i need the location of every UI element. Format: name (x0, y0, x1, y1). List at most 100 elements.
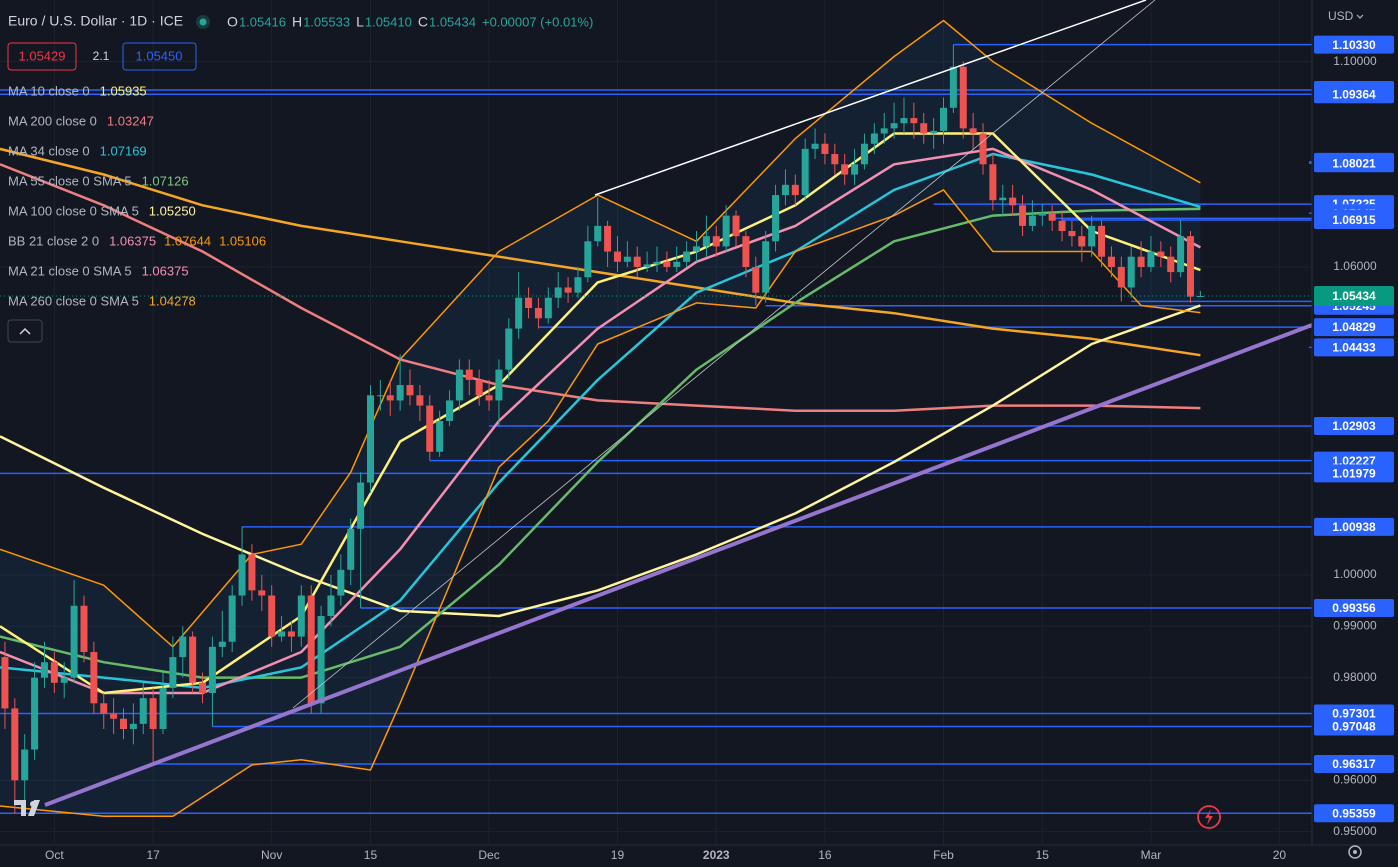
symbol-title: Euro / U.S. Dollar · 1D · ICE (8, 13, 183, 29)
candle-body (860, 143, 868, 165)
candle-body (426, 405, 434, 452)
candle-body (455, 369, 463, 401)
level-label: 1.04433 (1332, 341, 1376, 355)
candle-body (613, 251, 621, 262)
icon-bolt[interactable] (1205, 809, 1213, 825)
candle-body (1147, 251, 1155, 267)
collapse-box[interactable] (7, 319, 43, 343)
y-tick-label: 0.98000 (1333, 670, 1377, 684)
candle-body (920, 123, 928, 134)
settings-icon[interactable] (1348, 845, 1362, 859)
legend-label: MA 100 close 0 SMA 5 (8, 203, 139, 218)
candle-body (416, 395, 424, 406)
level-label: 1.06915 (1332, 213, 1376, 227)
legend-label: BB 21 close 2 0 (8, 233, 99, 248)
x-tick-label: 2023 (703, 848, 730, 862)
market-open-dot-core (199, 18, 207, 26)
icon-ring[interactable] (1197, 805, 1221, 829)
candle-body (781, 184, 789, 196)
candle-body (900, 118, 908, 124)
candle-body (851, 164, 859, 175)
candle-body (149, 698, 157, 729)
legend-value: 1.05935 (100, 83, 147, 98)
trend-line (594, 0, 1147, 196)
legend-label: MA 21 close 0 SMA 5 (8, 263, 132, 278)
x-tick-label: Feb (933, 848, 954, 862)
legend-label: MA 200 close 0 (8, 113, 97, 128)
indicator-line (0, 19, 1201, 648)
candle-body (199, 682, 207, 694)
candle-body (169, 657, 177, 688)
candle-body (278, 631, 286, 637)
candle-body (31, 677, 39, 750)
y-tick-label: 0.96000 (1333, 772, 1377, 786)
candle-body (969, 128, 977, 134)
candle-body (366, 395, 374, 483)
gear[interactable] (1348, 845, 1362, 859)
level-label: 1.01979 (1332, 467, 1376, 481)
candle-body (218, 641, 226, 647)
candle-body (1, 657, 9, 709)
level-label-box (1314, 210, 1394, 229)
buy-price: 1.05450 (136, 48, 183, 63)
collapse-button[interactable] (7, 319, 43, 343)
spread: 2.1 (93, 49, 110, 63)
candle-body (989, 164, 997, 201)
candle-body (505, 328, 513, 370)
currency-label: USD (1328, 9, 1354, 23)
candle-body (268, 595, 276, 637)
candle-body (643, 264, 651, 267)
gear-hub[interactable] (1353, 850, 1357, 854)
candle-body (208, 646, 216, 694)
candle-body (584, 241, 592, 278)
candle-body (40, 662, 48, 678)
tv-logo (14, 800, 40, 816)
candle-body (1107, 256, 1115, 267)
chevron[interactable] (19, 327, 31, 335)
buy-box (122, 42, 197, 71)
candle-body (949, 66, 957, 108)
candle-body (70, 605, 78, 678)
level-label: 1.02227 (1332, 454, 1376, 468)
level-label-box (1314, 599, 1394, 618)
candle-body (189, 636, 197, 683)
legend-value: 1.06375 (142, 263, 189, 278)
candle-body (604, 225, 612, 252)
level-label: 0.97048 (1332, 720, 1376, 734)
level-label: 1.02903 (1332, 419, 1376, 433)
x-tick-label: Dec (478, 848, 499, 862)
ohlc-key: O (227, 14, 238, 30)
candle-body (959, 66, 967, 129)
x-tick-label: 17 (146, 848, 160, 862)
candle-body (712, 236, 720, 247)
sell-price: 1.05429 (19, 48, 66, 63)
candle-body (1117, 266, 1125, 288)
lightning-icon[interactable] (1197, 805, 1221, 829)
candle-body (475, 379, 483, 396)
candle-body (1009, 197, 1017, 206)
candle-body (979, 133, 987, 165)
candle-body (821, 143, 829, 155)
candle-body (772, 195, 780, 242)
level-label: 0.96317 (1332, 757, 1376, 771)
candle-body (258, 590, 266, 596)
ohlc-value: 1.05416 (239, 14, 286, 29)
candle-body (1088, 225, 1096, 247)
candle-body (841, 164, 849, 175)
legend-label: MA 55 close 0 SMA 5 (8, 173, 132, 188)
x-tick-label: 16 (818, 848, 832, 862)
candle-body (228, 595, 236, 642)
candle-body (554, 287, 562, 298)
candle-body (939, 107, 947, 131)
candle-body (1048, 213, 1056, 221)
candle-body (525, 297, 533, 309)
level-label-box (1314, 804, 1394, 823)
candle-body (139, 698, 147, 724)
y-tick-label: 1.00000 (1333, 567, 1377, 581)
candle-body (663, 261, 671, 267)
indicator-line (0, 147, 1201, 357)
x-tick-label: 15 (1036, 848, 1050, 862)
